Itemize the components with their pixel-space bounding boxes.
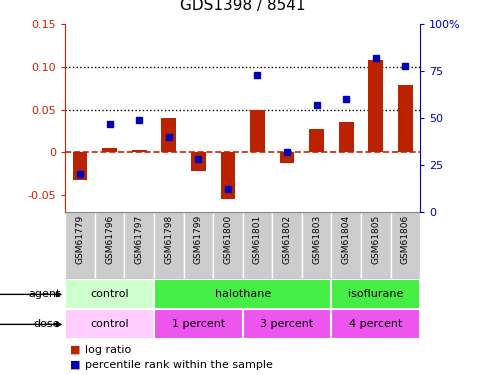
Bar xyxy=(184,212,213,279)
Bar xyxy=(309,129,324,152)
Text: GSM61801: GSM61801 xyxy=(253,215,262,264)
Bar xyxy=(398,85,413,152)
Bar xyxy=(302,212,331,279)
Bar xyxy=(191,152,206,171)
Text: GSM61806: GSM61806 xyxy=(401,215,410,264)
Text: dose: dose xyxy=(34,320,60,329)
Text: percentile rank within the sample: percentile rank within the sample xyxy=(85,360,272,370)
Bar xyxy=(331,309,420,339)
Text: control: control xyxy=(90,290,129,299)
Text: GSM61796: GSM61796 xyxy=(105,215,114,264)
Text: 3 percent: 3 percent xyxy=(260,320,313,329)
Bar xyxy=(125,212,154,279)
Bar xyxy=(280,152,295,163)
Text: ■: ■ xyxy=(70,345,81,355)
Bar xyxy=(95,212,125,279)
Bar xyxy=(154,309,243,339)
Bar xyxy=(154,279,331,309)
Text: log ratio: log ratio xyxy=(85,345,131,355)
Bar xyxy=(361,212,391,279)
Bar xyxy=(65,309,154,339)
Text: GSM61805: GSM61805 xyxy=(371,215,380,264)
Bar xyxy=(242,212,272,279)
Bar xyxy=(102,148,117,152)
Text: GSM61797: GSM61797 xyxy=(135,215,143,264)
Bar xyxy=(339,122,354,152)
Bar xyxy=(331,279,420,309)
Text: GDS1398 / 8541: GDS1398 / 8541 xyxy=(180,0,305,13)
Bar xyxy=(369,60,383,152)
Bar xyxy=(161,118,176,152)
Bar xyxy=(65,279,154,309)
Bar xyxy=(213,212,242,279)
Text: agent: agent xyxy=(28,290,60,299)
Bar xyxy=(331,212,361,279)
Text: GSM61803: GSM61803 xyxy=(312,215,321,264)
Bar xyxy=(250,110,265,152)
Text: isoflurane: isoflurane xyxy=(348,290,403,299)
Text: GSM61799: GSM61799 xyxy=(194,215,203,264)
Text: GSM61802: GSM61802 xyxy=(283,215,292,264)
Bar xyxy=(221,152,235,199)
Text: control: control xyxy=(90,320,129,329)
Text: GSM61779: GSM61779 xyxy=(75,215,85,264)
Bar xyxy=(72,152,87,180)
Text: ■: ■ xyxy=(70,360,81,370)
Bar xyxy=(154,212,184,279)
Bar xyxy=(391,212,420,279)
Text: GSM61800: GSM61800 xyxy=(224,215,232,264)
Text: 4 percent: 4 percent xyxy=(349,320,402,329)
Text: 1 percent: 1 percent xyxy=(172,320,225,329)
Text: GSM61798: GSM61798 xyxy=(164,215,173,264)
Bar xyxy=(132,150,146,152)
Text: halothane: halothane xyxy=(214,290,271,299)
Bar xyxy=(272,212,302,279)
Bar xyxy=(242,309,331,339)
Bar xyxy=(65,212,95,279)
Text: GSM61804: GSM61804 xyxy=(342,215,351,264)
